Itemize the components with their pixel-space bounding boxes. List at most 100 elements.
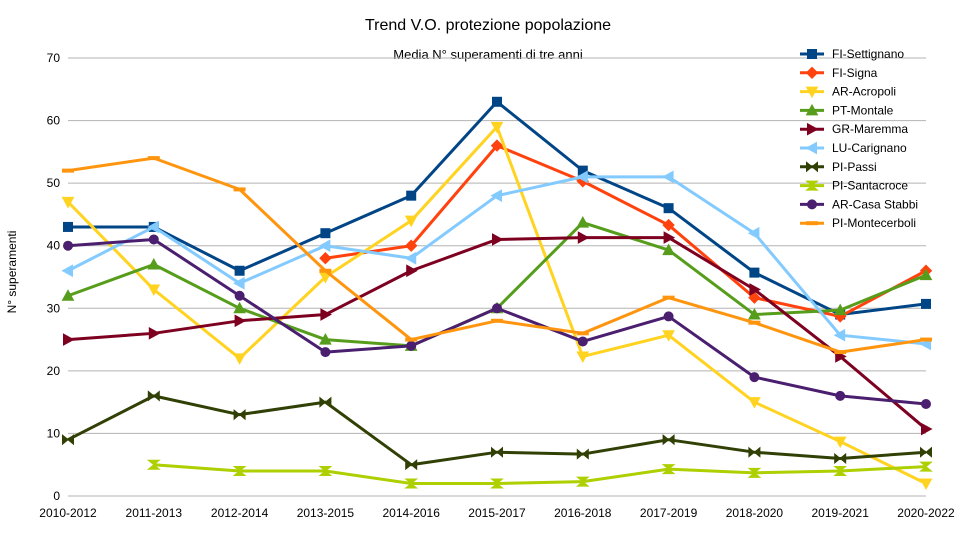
data-point	[147, 156, 160, 161]
data-point	[748, 291, 761, 304]
legend-item: PI-Passi	[800, 160, 877, 174]
y-tick-label: 50	[47, 176, 61, 190]
y-tick-label: 60	[47, 114, 61, 128]
data-point	[662, 295, 675, 300]
data-point	[748, 320, 761, 325]
data-point	[234, 290, 245, 301]
data-point	[406, 264, 418, 278]
y-tick-label: 20	[47, 364, 61, 378]
legend-label: AR-Casa Stabbi	[832, 197, 918, 211]
legend-label: PI-Passi	[832, 160, 877, 174]
series-lu-carignano	[61, 170, 931, 351]
data-point	[148, 326, 161, 340]
data-point	[405, 337, 418, 342]
data-point	[835, 390, 846, 401]
data-point	[662, 330, 675, 342]
data-point	[233, 187, 246, 192]
data-point	[147, 220, 159, 234]
data-point	[233, 409, 246, 421]
data-point	[234, 314, 247, 328]
data-point	[63, 221, 73, 232]
data-point	[491, 446, 503, 458]
y-tick-label: 30	[47, 301, 61, 315]
data-point	[406, 190, 417, 201]
data-point	[62, 168, 74, 173]
legend: FI-Settignano FI-Signa AR-Acropoli PT-Monta…	[800, 47, 918, 230]
legend-item: FI-Settignano	[800, 47, 904, 61]
x-tick-label: 2012-2014	[211, 506, 269, 520]
legend-marker	[807, 122, 819, 136]
data-point	[147, 257, 161, 270]
legend-marker	[807, 199, 817, 210]
data-point	[233, 301, 246, 314]
x-tick-label: 2018-2020	[726, 506, 784, 520]
data-point	[320, 347, 331, 358]
data-point	[62, 434, 74, 446]
data-point	[63, 240, 73, 251]
series-pi-santacroce	[146, 459, 933, 489]
data-point	[147, 284, 161, 297]
chart-subtitle: Media N° superamenti di tre anni	[393, 47, 583, 62]
series-pi-passi	[62, 390, 932, 471]
data-point	[319, 333, 332, 345]
data-point	[490, 121, 504, 134]
data-point	[662, 218, 675, 232]
data-point	[318, 239, 331, 253]
legend-item: PI-Montecerboli	[800, 216, 916, 230]
data-point	[749, 283, 761, 296]
legend-label: PT-Montale	[832, 103, 894, 117]
x-tick-label: 2016-2018	[554, 506, 612, 520]
x-tick-label: 2013-2015	[297, 506, 355, 520]
legend-label: LU-Carignano	[832, 141, 907, 155]
data-point	[576, 448, 589, 460]
data-point	[234, 265, 245, 276]
data-point	[319, 396, 332, 408]
data-point	[490, 139, 504, 152]
data-point	[233, 276, 245, 290]
data-point	[577, 336, 588, 347]
data-point	[319, 252, 332, 265]
data-point	[405, 459, 418, 471]
data-point	[833, 303, 847, 316]
data-point	[662, 243, 675, 256]
legend-label: PI-Santacroce	[832, 179, 908, 193]
y-tick-label: 70	[47, 51, 61, 65]
data-point	[404, 215, 418, 228]
data-point	[404, 239, 418, 252]
legend-marker	[805, 103, 819, 116]
legend-item: PI-Santacroce	[800, 179, 908, 193]
data-point	[404, 478, 419, 489]
data-point	[749, 267, 760, 278]
x-tick-label: 2015-2017	[468, 506, 526, 520]
legend-item: LU-Carignano	[800, 141, 907, 155]
data-point	[749, 372, 760, 383]
legend-label: GR-Maremma	[832, 122, 908, 136]
data-point	[61, 196, 75, 209]
data-point	[834, 350, 847, 355]
data-point	[406, 340, 417, 351]
legend-marker	[805, 66, 819, 80]
data-point	[920, 337, 932, 342]
data-point	[576, 331, 589, 336]
legend-label: PI-Montecerboli	[832, 216, 916, 230]
data-point	[576, 216, 590, 228]
x-tick-label: 2014-2016	[383, 506, 441, 520]
data-point	[921, 399, 931, 410]
series-line	[325, 144, 927, 318]
series-line	[153, 463, 927, 485]
data-point	[920, 446, 932, 458]
data-point	[576, 170, 588, 184]
data-point	[919, 478, 933, 491]
grid	[68, 57, 926, 497]
data-point	[491, 318, 503, 323]
data-point	[490, 478, 504, 489]
legend-marker	[805, 86, 819, 99]
series-ar-acropoli	[61, 121, 933, 491]
legend-item: PT-Montale	[800, 103, 894, 117]
data-point	[833, 328, 846, 342]
data-point	[148, 234, 159, 245]
data-point	[61, 264, 73, 278]
legend-item: GR-Maremma	[800, 122, 908, 136]
data-point	[748, 308, 761, 320]
